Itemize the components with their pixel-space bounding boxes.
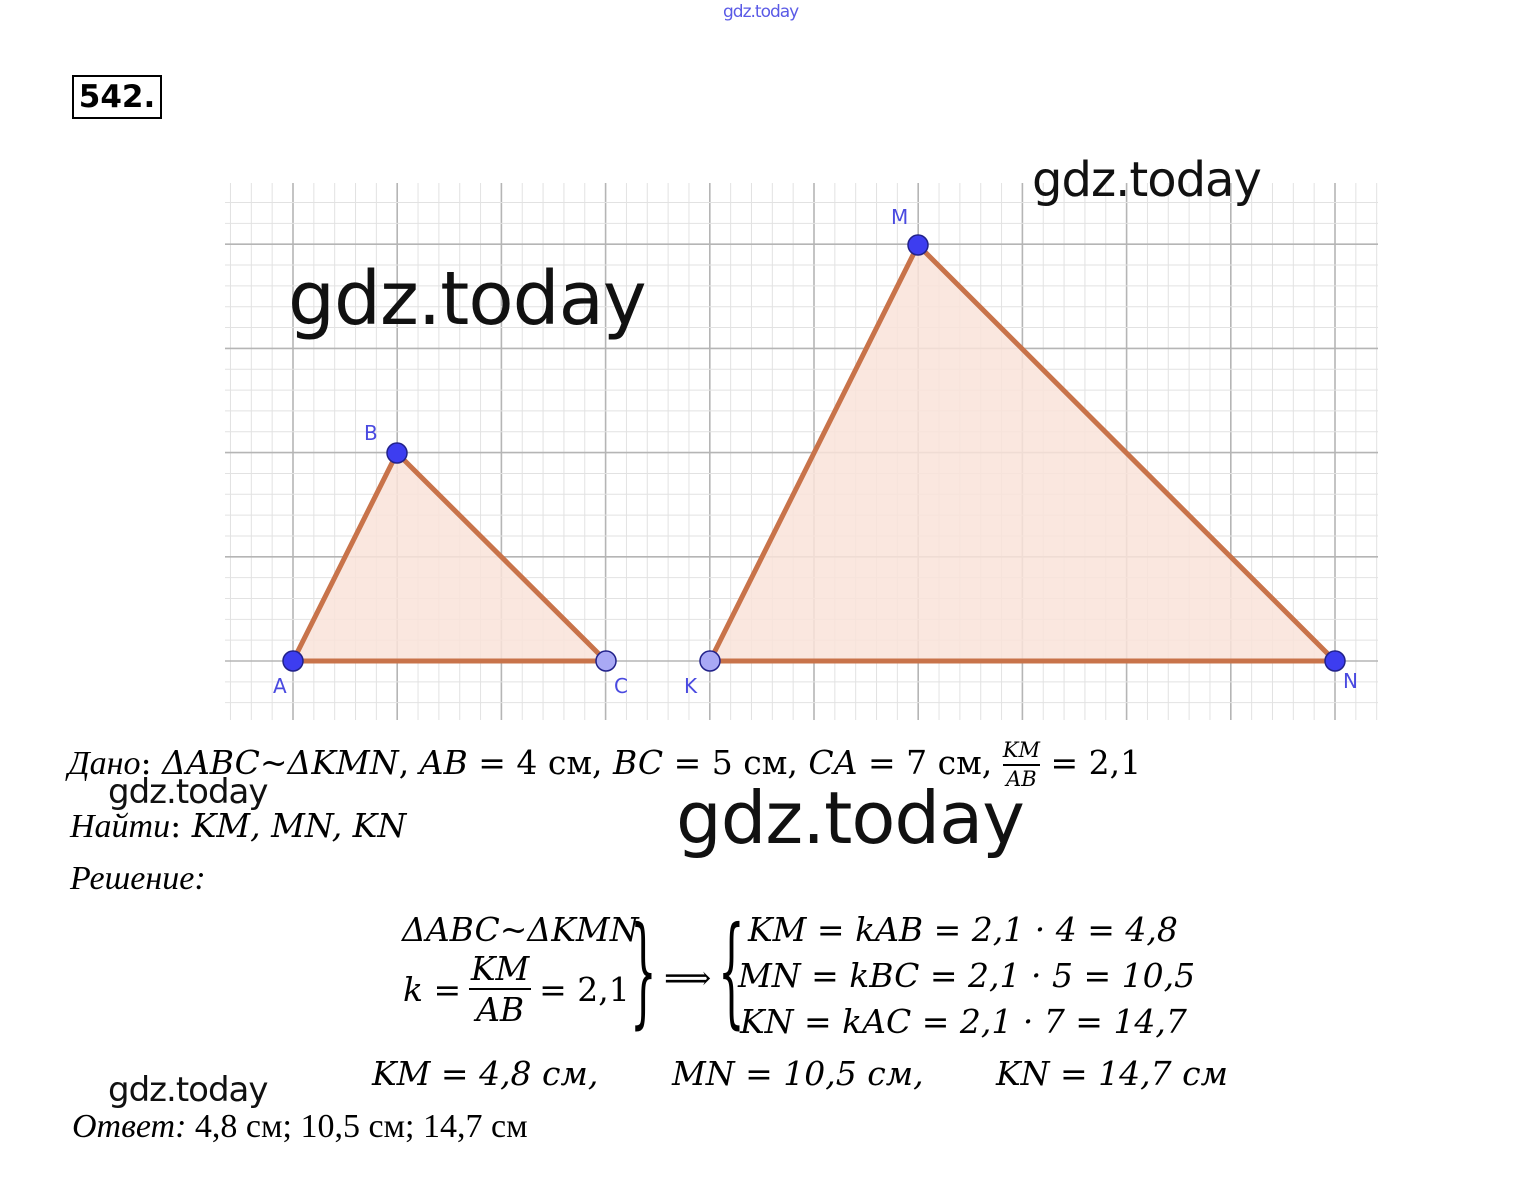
watermark-answer: gdz.today — [108, 1070, 268, 1110]
given-label: Дано — [68, 745, 141, 782]
geometry-figure: A B C K M N — [225, 183, 1378, 720]
label-b: B — [364, 421, 378, 445]
watermark-given: gdz.today — [108, 772, 268, 812]
result-mn: MN = 10,5 см, — [672, 1054, 924, 1093]
right-brace: } — [630, 902, 657, 1041]
watermark-top: gdz.today — [723, 2, 799, 22]
triangle-abc — [290, 450, 609, 664]
result-km: KM = 4,8 см, — [372, 1054, 599, 1093]
solution-right-3: KN = kAC = 2,1 · 7 = 14,7 — [740, 1002, 1187, 1041]
solution-right-2: MN = kBC = 2,1 · 5 = 10,5 — [738, 956, 1196, 995]
solution-right-1: KM = kAB = 2,1 · 4 = 4,8 — [748, 910, 1178, 949]
result-kn: KN = 14,7 см — [996, 1054, 1228, 1093]
triangle-kmn — [707, 242, 1338, 664]
point-b — [386, 442, 408, 464]
label-k: K — [684, 674, 698, 698]
solution-label: Решение: — [70, 860, 206, 897]
point-n — [1324, 650, 1346, 672]
point-k — [699, 650, 721, 672]
label-m: M — [891, 205, 908, 229]
label-c: C — [614, 674, 628, 698]
solution-left-k: k = KM AB = 2,1 — [403, 949, 630, 1029]
watermark-grid-left: gdz.today — [288, 256, 647, 342]
find-line: Найти: KM, MN, KN — [70, 806, 407, 845]
watermark-center: gdz.today — [676, 776, 1025, 860]
watermark-grid-right: gdz.today — [1032, 152, 1262, 208]
answer-line: Ответ: 4,8 см; 10,5 см; 14,7 см — [72, 1108, 528, 1145]
solution-left-line1: ΔABC~ΔKMN — [402, 910, 639, 949]
implies-arrow: ⟹ — [664, 958, 712, 997]
point-c — [595, 650, 617, 672]
problem-number: 542. — [72, 75, 162, 119]
label-n: N — [1343, 669, 1358, 693]
given-line: Дано: ΔABC~ΔKMN, AB = 4 см, BC = 5 см, C… — [68, 738, 1142, 791]
label-a: A — [273, 674, 287, 698]
point-a — [282, 650, 304, 672]
left-brace: { — [718, 902, 745, 1041]
point-m — [907, 234, 929, 256]
